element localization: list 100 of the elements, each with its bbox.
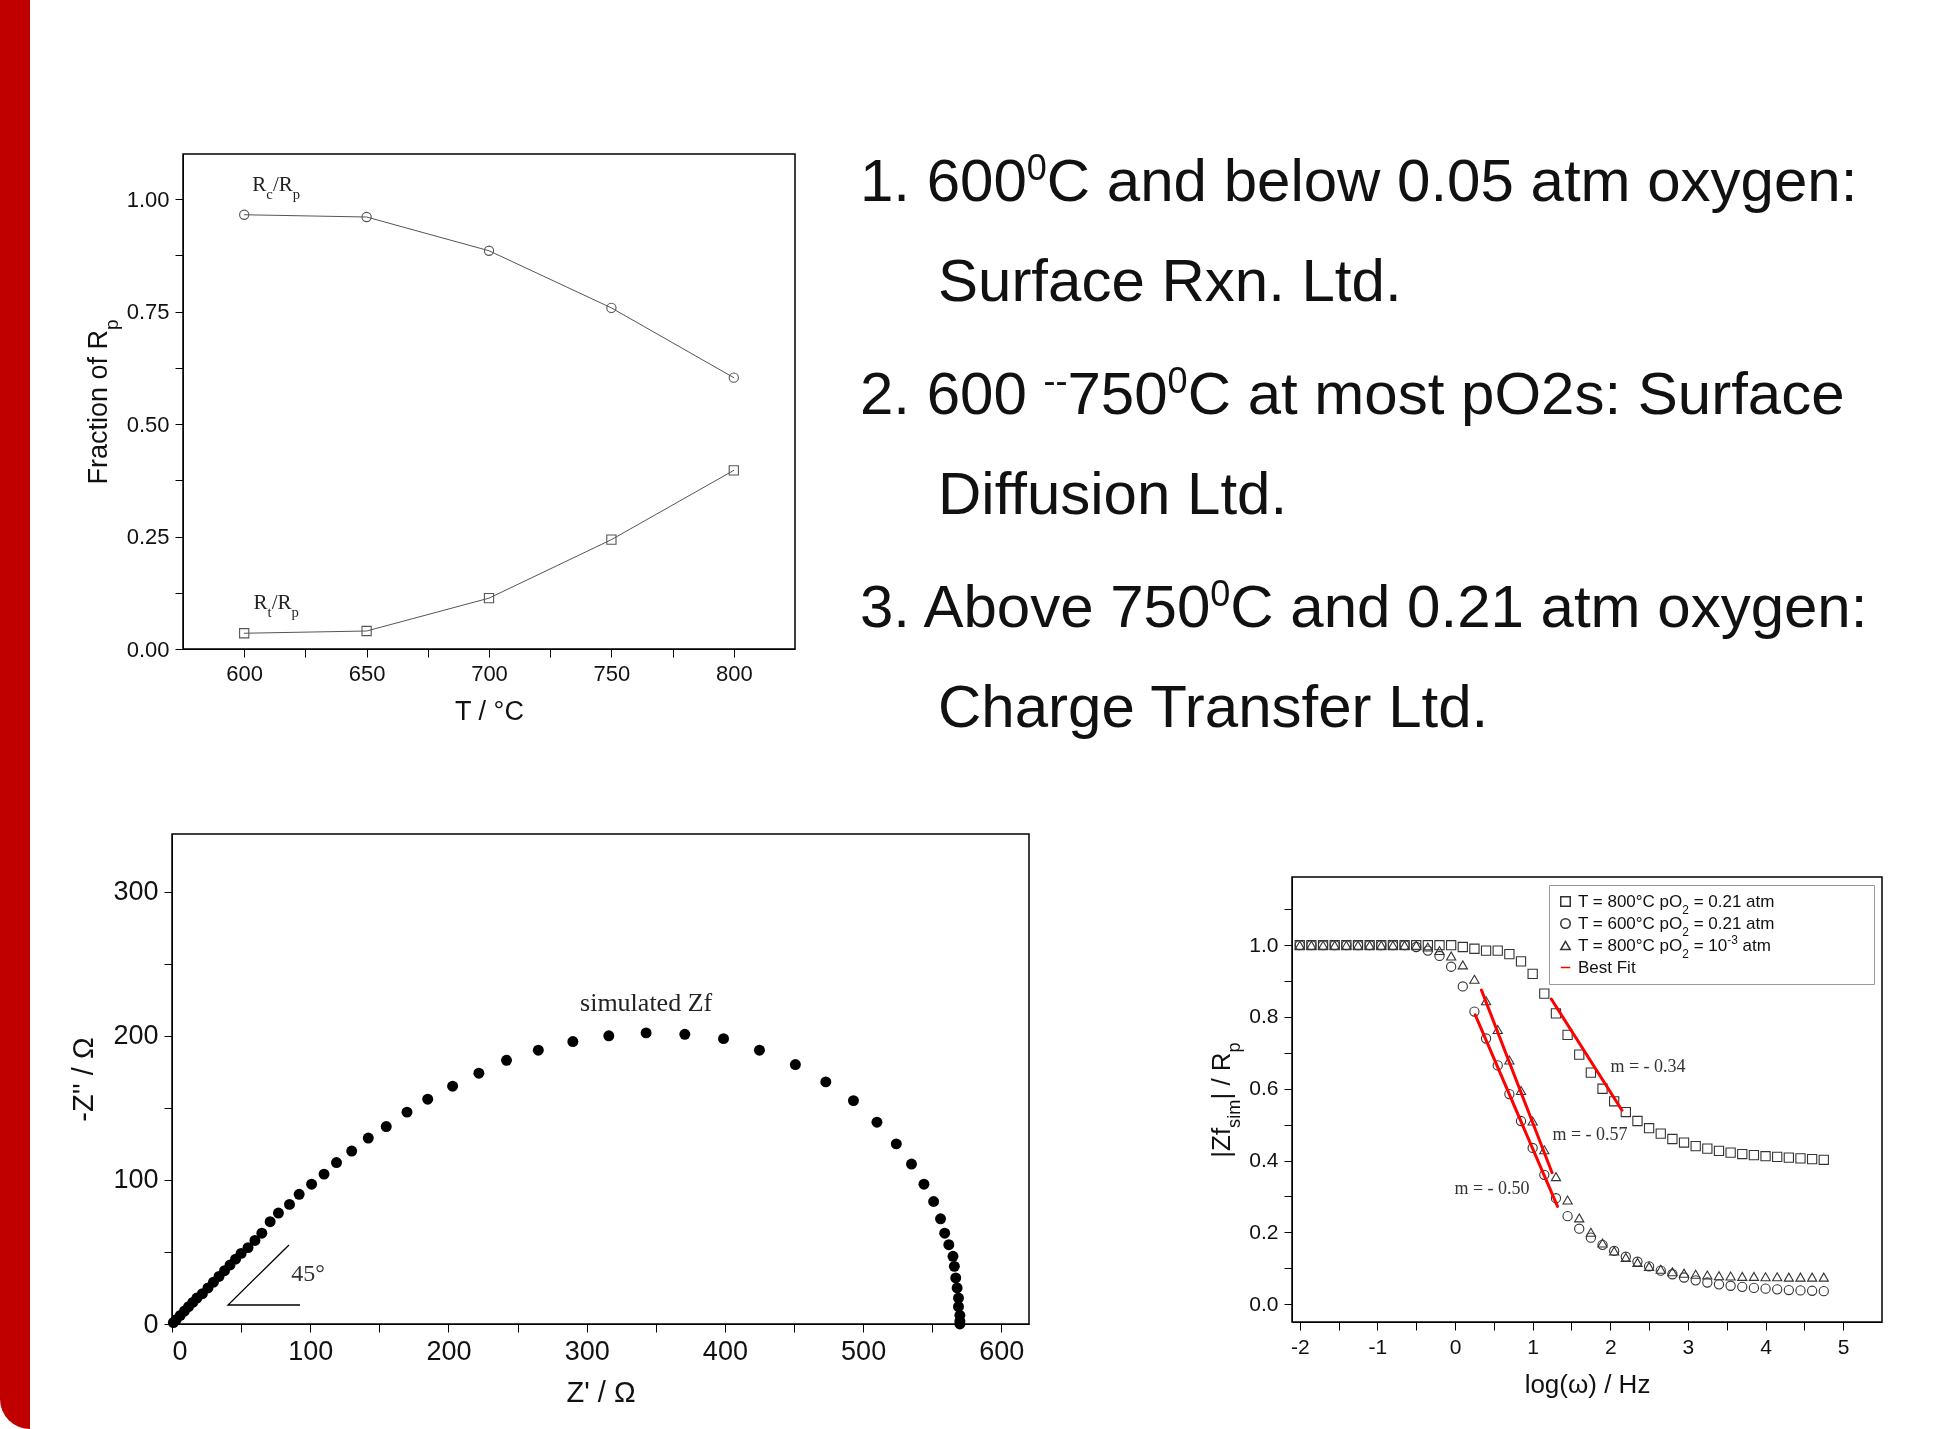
point [1690, 1140, 1701, 1152]
point [951, 1282, 963, 1294]
x-tick-label: 100 [288, 1335, 334, 1366]
point [361, 211, 372, 223]
y-tick-label: 0 [143, 1308, 159, 1339]
x-tick-label: 200 [426, 1335, 472, 1366]
point [1795, 1153, 1806, 1164]
point [1434, 940, 1445, 951]
point [401, 1106, 413, 1118]
point [256, 1227, 268, 1239]
annotation: m = - 0.50 [1454, 1178, 1530, 1198]
point [1504, 1088, 1515, 1100]
point [272, 1207, 284, 1219]
point [679, 1028, 691, 1040]
legend-label: T = 800°C pO$_{2}$ = 0.21 atm [1578, 891, 1775, 917]
point [1772, 1284, 1783, 1295]
text: 1. 600$^{0}$C and below 0.05 atm oxygen: Surface Rxn. Ltd. [860, 146, 1859, 316]
x-tick-label: 3 [1682, 1334, 1695, 1358]
point [1527, 968, 1538, 980]
point [1806, 1285, 1818, 1296]
point [1445, 951, 1457, 961]
y-tick-label: 0.75 [126, 299, 170, 324]
point [1445, 961, 1457, 972]
y-tick-label: 0.0 [1249, 1291, 1279, 1315]
point [1748, 1271, 1760, 1281]
x-tick-label: 800 [715, 660, 753, 686]
point [1574, 1223, 1585, 1234]
point [1457, 960, 1468, 970]
point [820, 1076, 832, 1088]
point [753, 1044, 765, 1056]
point [306, 1178, 318, 1190]
point [501, 1054, 512, 1066]
point [1574, 1049, 1585, 1060]
x-tick-label: 300 [564, 1335, 610, 1366]
point [284, 1198, 295, 1210]
point [606, 534, 617, 545]
point [1655, 1128, 1666, 1139]
point [1678, 1137, 1690, 1148]
point [890, 1138, 902, 1150]
y-tick-label: 1.00 [126, 186, 170, 212]
point [1550, 1008, 1562, 1019]
point [1713, 1145, 1725, 1156]
point [1492, 1024, 1503, 1035]
point [1620, 1106, 1631, 1118]
point [1783, 1272, 1794, 1282]
point [346, 1145, 358, 1157]
point [1690, 1275, 1701, 1286]
point [249, 1234, 261, 1246]
point [1737, 1148, 1748, 1160]
x-tick-label: -1 [1368, 1334, 1388, 1358]
y-tick-label: 100 [113, 1164, 159, 1195]
point [1725, 1147, 1736, 1158]
y-tick-label: 300 [113, 876, 159, 907]
point [947, 1250, 959, 1262]
point [918, 1178, 930, 1190]
point [1806, 1272, 1818, 1282]
point [1643, 1123, 1655, 1134]
point [318, 1168, 330, 1180]
point [1702, 1277, 1713, 1288]
point [473, 1067, 485, 1079]
point [871, 1116, 883, 1128]
point [1550, 1193, 1562, 1204]
point [1597, 1083, 1608, 1094]
point [718, 1033, 729, 1045]
point [1806, 1153, 1818, 1165]
point [789, 1059, 801, 1071]
point [1818, 1272, 1829, 1282]
y-tick-label: 0.50 [126, 411, 170, 437]
x-tick-label: 2 [1604, 1334, 1617, 1358]
point [1550, 1172, 1562, 1182]
point [1702, 1270, 1713, 1280]
point [1562, 1210, 1573, 1222]
point [1667, 1133, 1678, 1145]
y-tick-label: 200 [113, 1020, 159, 1051]
series-label: simulated Zf [580, 987, 713, 1017]
point [906, 1158, 917, 1170]
y-tick-label: 0.8 [1249, 1004, 1279, 1028]
point [939, 1227, 951, 1239]
x-axis-title: log(ω) / Hz [1524, 1368, 1651, 1399]
point [1515, 956, 1527, 967]
point [1760, 1272, 1771, 1282]
point [1772, 1151, 1783, 1163]
point [1795, 1285, 1806, 1296]
point [1783, 1152, 1794, 1163]
series-label: R$_{c}$/R$_{p}$ [252, 171, 301, 202]
point [847, 1095, 859, 1107]
y-tick-label: 0.2 [1249, 1219, 1279, 1243]
point [1713, 1271, 1725, 1281]
point [1422, 945, 1434, 956]
x-tick-label: 0 [1449, 1334, 1462, 1358]
point [640, 1027, 652, 1039]
x-tick-label: 650 [348, 660, 386, 686]
x-tick-label: 750 [593, 660, 631, 686]
point [1562, 1195, 1573, 1205]
point [1527, 1116, 1538, 1126]
x-tick-label: 1 [1527, 1334, 1539, 1358]
point [1539, 1169, 1550, 1181]
point [239, 628, 250, 639]
text: 2. 600 $^{--}$750$^{0}$C at most pO2s: Surface Diffusion Ltd. [860, 359, 1846, 529]
y-tick-label: 0.00 [126, 636, 170, 662]
